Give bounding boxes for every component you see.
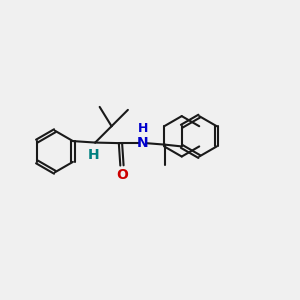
- Text: H: H: [138, 122, 148, 135]
- Text: N: N: [137, 136, 148, 150]
- Text: O: O: [116, 168, 128, 182]
- Text: H: H: [88, 148, 100, 162]
